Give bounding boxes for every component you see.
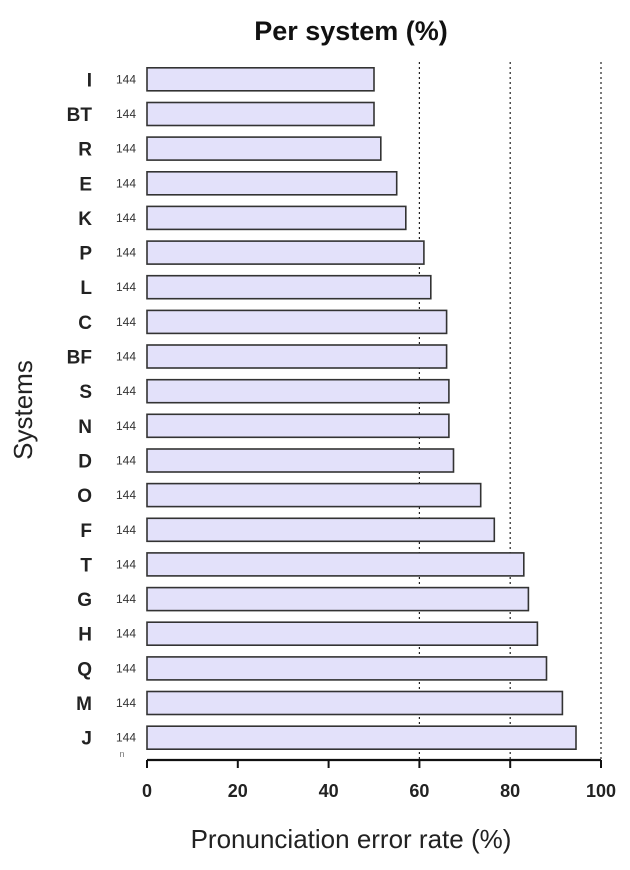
bar-J [146, 725, 577, 751]
bar-G [146, 586, 530, 612]
category-label-D: D [78, 452, 92, 473]
chart-title: Per system (%) [254, 16, 448, 46]
sample-size-O: 144 [116, 488, 136, 502]
sample-size-D: 144 [116, 454, 136, 468]
bar-L [146, 274, 432, 300]
category-label-N: N [78, 417, 92, 438]
reference-lines [418, 62, 602, 760]
sample-size-G: 144 [116, 592, 136, 606]
category-label-G: G [77, 590, 92, 611]
bar-BF [146, 344, 448, 369]
bars [146, 67, 577, 751]
category-label-Q: Q [77, 659, 92, 680]
sample-size-R: 144 [116, 142, 136, 156]
category-label-C: C [78, 313, 92, 334]
n-column-label: n [119, 749, 124, 759]
bar-BT [146, 101, 375, 127]
x-tick-label-20: 20 [228, 781, 248, 801]
sample-size-C: 144 [116, 315, 136, 329]
sample-size-P: 144 [116, 246, 136, 260]
category-label-E: E [79, 174, 92, 195]
sample-size-S: 144 [116, 384, 136, 398]
sample-size-labels: 144 144 144 144 144 144 144 144 144 144 144 144 144 1… [116, 72, 136, 744]
category-label-L: L [80, 278, 92, 299]
sample-size-J: 144 [116, 731, 136, 745]
bar-O [146, 482, 482, 508]
bar-F [146, 517, 496, 543]
sample-size-Q: 144 [116, 661, 136, 675]
sample-size-N: 144 [116, 419, 136, 433]
x-tick-label-0: 0 [142, 781, 152, 801]
bar-E [146, 171, 398, 196]
bar-P [146, 240, 425, 265]
category-label-J: J [81, 729, 92, 750]
bar-Q [146, 656, 548, 681]
category-label-R: R [78, 140, 92, 161]
category-label-I: I [87, 70, 92, 91]
x-tick-label-100: 100 [586, 781, 616, 801]
bar-D [146, 448, 455, 473]
category-label-K: K [78, 209, 92, 230]
bar-S [146, 378, 450, 404]
sample-size-H: 144 [116, 627, 136, 641]
category-label-H: H [78, 625, 92, 646]
bar-C [146, 309, 448, 335]
category-label-BF: BF [67, 348, 92, 369]
category-label-S: S [79, 382, 92, 403]
category-label-O: O [77, 486, 92, 507]
category-label-F: F [80, 521, 92, 542]
sample-size-BT: 144 [116, 107, 136, 121]
bar-I [146, 67, 375, 92]
y-axis-label: Systems [8, 360, 38, 460]
bar-K [146, 205, 407, 231]
sample-size-F: 144 [116, 523, 136, 537]
category-label-BT: BT [67, 105, 93, 126]
sample-size-K: 144 [116, 211, 136, 225]
x-tick-label-40: 40 [319, 781, 339, 801]
sample-size-T: 144 [116, 557, 136, 571]
x-tick-label-60: 60 [409, 781, 429, 801]
category-label-T: T [80, 555, 92, 576]
x-axis-label: Pronunciation error rate (%) [191, 824, 512, 854]
sample-size-E: 144 [116, 176, 136, 190]
category-label-P: P [79, 244, 92, 265]
sample-size-I: 144 [116, 72, 136, 86]
sample-size-L: 144 [116, 280, 136, 294]
x-ticks: 0 20 40 60 80 100 [142, 760, 616, 801]
category-label-M: M [76, 694, 92, 715]
bar-M [146, 690, 564, 716]
bar-N [146, 413, 450, 439]
bar-T [146, 552, 525, 577]
bar-R [146, 136, 382, 161]
bar-H [146, 621, 539, 647]
sample-size-M: 144 [116, 696, 136, 710]
x-tick-label-80: 80 [500, 781, 520, 801]
sample-size-BF: 144 [116, 350, 136, 364]
